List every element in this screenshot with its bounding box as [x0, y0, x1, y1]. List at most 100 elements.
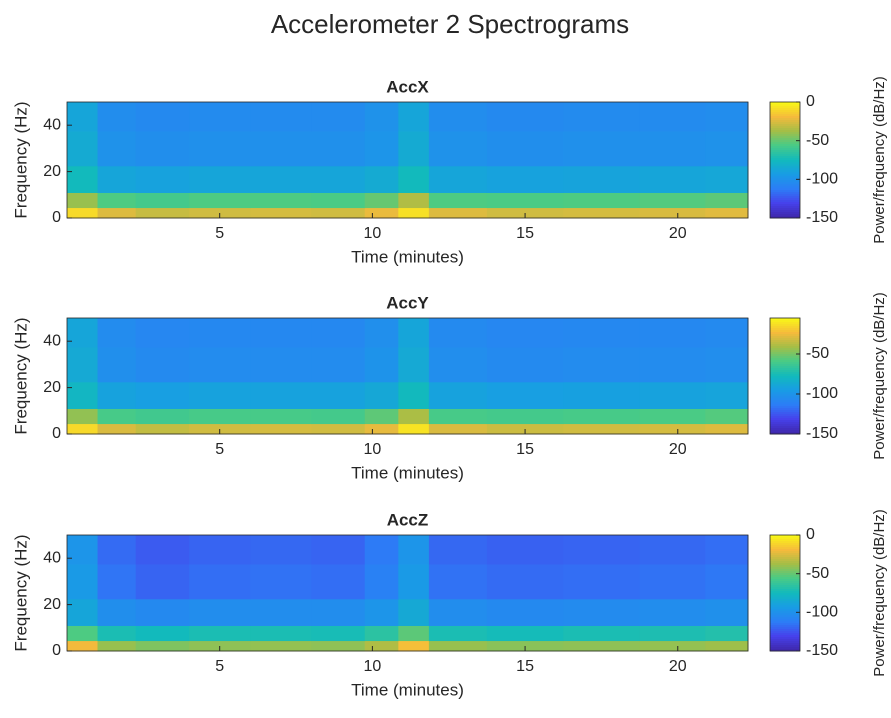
- spectrogram-cell: [364, 535, 399, 565]
- colorbar-segment: [770, 212, 800, 215]
- colorbar-segment: [770, 216, 800, 219]
- spectrogram-cell: [364, 564, 399, 600]
- spectrogram-cell: [67, 598, 99, 626]
- spectrogram-cell: [250, 598, 312, 626]
- spectrogram-cell: [364, 423, 399, 435]
- spectrogram-cell: [67, 207, 99, 219]
- axes-title: AccX: [386, 77, 429, 96]
- colorbar-segment: [770, 134, 800, 137]
- spectrogram-cell: [639, 131, 706, 167]
- spectrogram-cell: [705, 423, 749, 435]
- spectrogram-cell: [97, 535, 137, 565]
- spectrogram-cell: [250, 192, 312, 209]
- spectrogram-cell: [398, 640, 430, 652]
- spectrogram-cell: [398, 192, 430, 209]
- spectrogram-cell: [135, 165, 190, 193]
- spectrogram-cell: [250, 423, 312, 435]
- colorbar-segment: [770, 643, 800, 646]
- spectrogram-cell: [364, 640, 399, 652]
- x-tick-label: 10: [363, 441, 381, 458]
- colorbar-segment: [770, 318, 800, 321]
- colorbar-segment: [770, 428, 800, 431]
- colorbar-segment: [770, 569, 800, 572]
- spectrogram-cell: [364, 192, 399, 209]
- colorbar-segment: [770, 416, 800, 419]
- spectrogram-cell: [250, 381, 312, 409]
- spectrogram-cell: [428, 131, 488, 167]
- colorbar-segment: [770, 406, 800, 409]
- spectrogram-cell: [67, 408, 99, 425]
- spectrogram-cell: [67, 102, 99, 132]
- spectrogram-cell: [428, 207, 488, 219]
- spectrogram-cell: [705, 564, 749, 600]
- x-tick-label: 5: [215, 441, 224, 458]
- y-tick-label: 20: [43, 163, 61, 180]
- spectrogram-cell: [97, 192, 137, 209]
- spectrogram-cell: [398, 423, 430, 435]
- colorbar-segment: [770, 110, 800, 113]
- spectrogram-cell: [189, 192, 251, 209]
- spectrogram-cell: [311, 207, 366, 219]
- colorbar-frame: [769, 101, 801, 219]
- spectrogram-cell: [135, 131, 190, 167]
- colorbar-segment: [770, 589, 800, 592]
- spectrogram-cell: [486, 408, 564, 425]
- spectrogram-cell: [398, 535, 430, 565]
- colorbar-segment: [770, 400, 800, 403]
- colorbar-segment: [770, 324, 800, 327]
- spectrogram-cell: [705, 381, 749, 409]
- spectrogram-cell: [428, 165, 488, 193]
- colorbar-segment: [770, 392, 800, 395]
- colorbar-segment: [770, 158, 800, 161]
- colorbar-segment: [770, 176, 800, 179]
- spectrogram-cell: [135, 318, 190, 348]
- colorbar-segment: [770, 192, 800, 195]
- spectrogram-cell: [364, 102, 399, 132]
- colorbar-segment: [770, 422, 800, 425]
- spectrogram-cell: [250, 131, 312, 167]
- colorbar-segment: [770, 555, 800, 558]
- colorbar-segment: [770, 170, 800, 173]
- spectrogram-cell: [705, 535, 749, 565]
- colorbar-segment: [770, 132, 800, 135]
- spectrogram-cell: [563, 423, 641, 435]
- colorbar-tick-label: -50: [806, 565, 829, 582]
- colorbar-segment: [770, 112, 800, 115]
- colorbar-frame: [769, 534, 801, 652]
- colorbar-segment: [770, 597, 800, 600]
- y-tick-label: 40: [43, 332, 61, 349]
- colorbar-tick-label: -100: [806, 604, 838, 621]
- colorbar-segment: [770, 547, 800, 550]
- spectrogram-cell: [67, 318, 99, 348]
- colorbar-segment: [770, 206, 800, 209]
- colorbar-segment: [770, 204, 800, 207]
- spectrogram-cell: [705, 598, 749, 626]
- colorbar-segment: [770, 575, 800, 578]
- spectrogram-cell: [563, 640, 641, 652]
- colorbar-segment: [770, 412, 800, 415]
- spectrogram-cell: [250, 408, 312, 425]
- spectrogram-cell: [563, 192, 641, 209]
- colorbar-segment: [770, 374, 800, 377]
- colorbar-segment: [770, 613, 800, 616]
- axes-frame: [66, 534, 749, 652]
- spectrogram-cell: [705, 347, 749, 383]
- colorbar-segment: [770, 376, 800, 379]
- spectrogram-cell: [563, 598, 641, 626]
- spectrogram-cell: [486, 381, 564, 409]
- colorbar-segment: [770, 358, 800, 361]
- spectrogram-cell: [250, 564, 312, 600]
- spectrogram-cell: [428, 564, 488, 600]
- colorbar-segment: [770, 587, 800, 590]
- spectrogram-cell: [398, 381, 430, 409]
- colorbar-segment: [770, 637, 800, 640]
- colorbar-segment: [770, 563, 800, 566]
- colorbar-segment: [770, 138, 800, 141]
- colorbar-segment: [770, 332, 800, 335]
- colorbar-segment: [770, 346, 800, 349]
- colorbar-segment: [770, 625, 800, 628]
- spectrogram-cell: [97, 625, 137, 642]
- spectrogram-cell: [398, 408, 430, 425]
- colorbar-segment: [770, 194, 800, 197]
- colorbar-segment: [770, 645, 800, 648]
